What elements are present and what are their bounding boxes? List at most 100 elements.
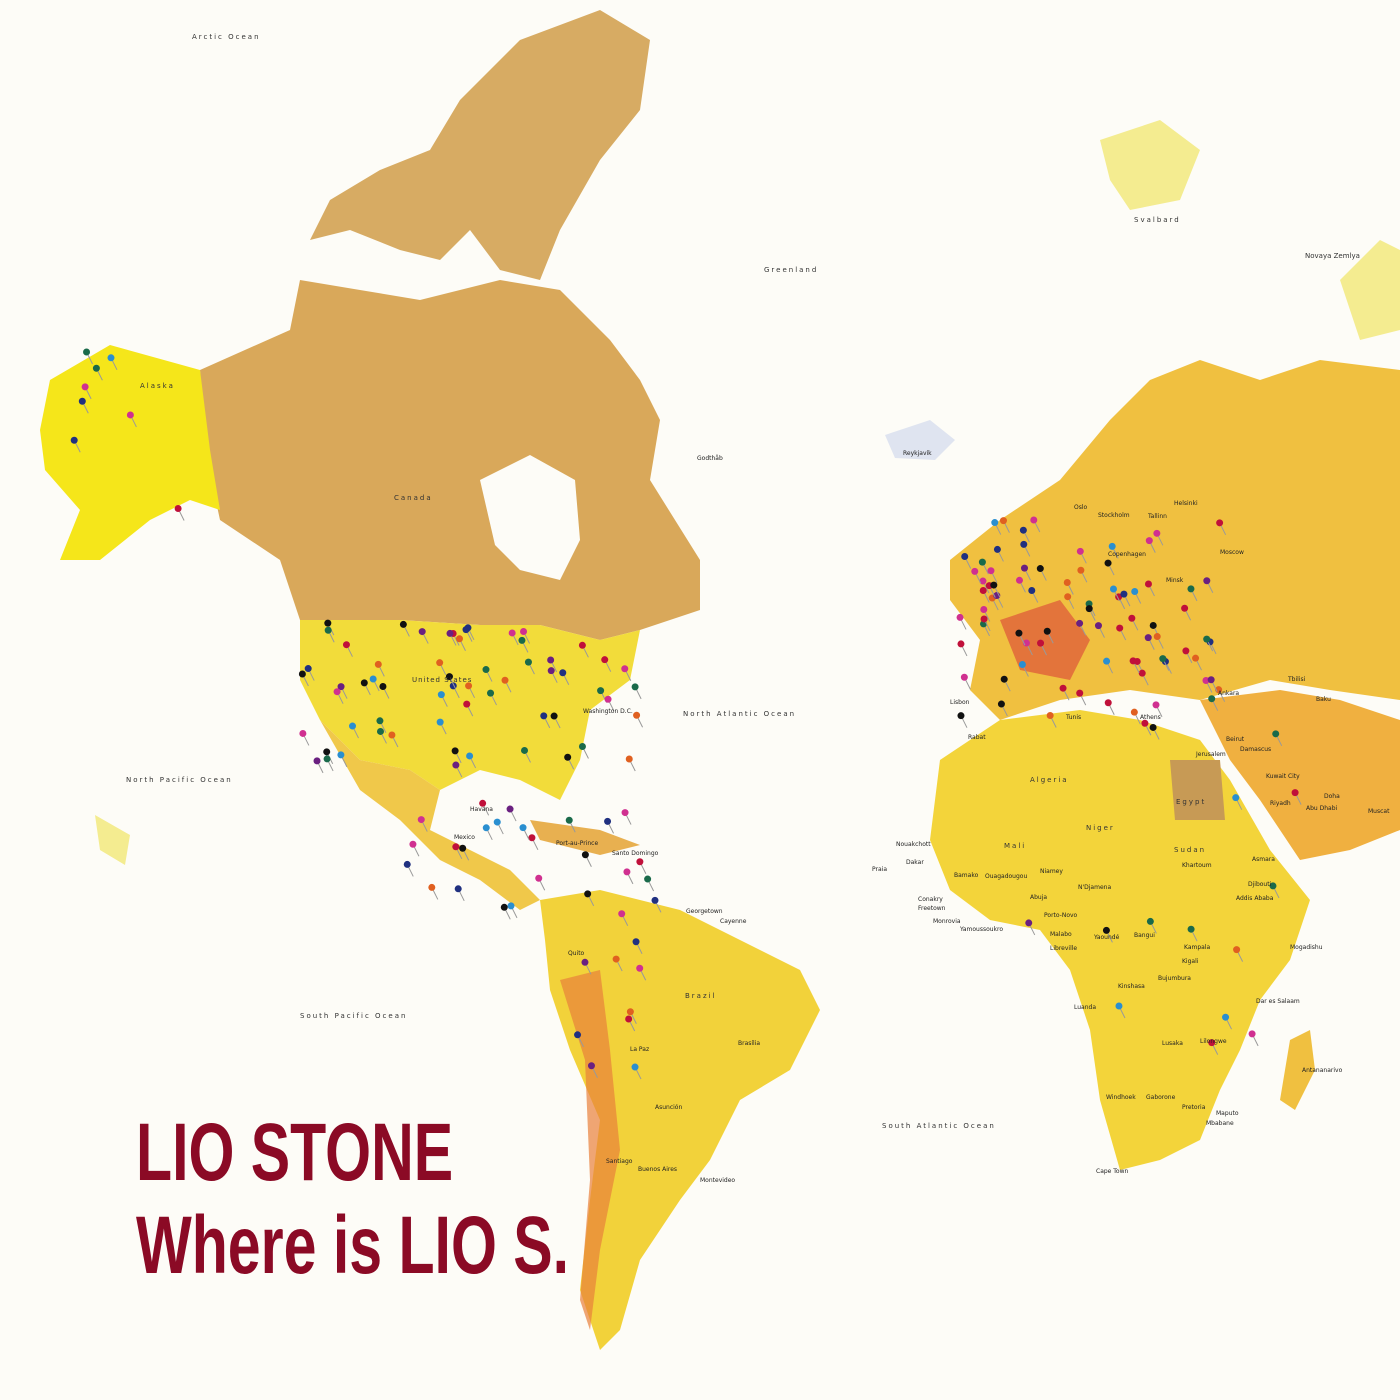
push-pin xyxy=(1019,526,1027,534)
city-label: Reykjavík xyxy=(903,450,932,457)
push-pin xyxy=(465,682,473,690)
city-label: Lilongwe xyxy=(1200,1038,1227,1045)
city-label: Conakry xyxy=(918,896,943,903)
city-label: Port-au-Prince xyxy=(556,840,599,847)
madagascar xyxy=(1280,1030,1315,1110)
push-pin xyxy=(1116,624,1124,632)
push-pin xyxy=(1233,946,1241,954)
city-label: Windhoek xyxy=(1106,1094,1136,1101)
city-label: Lisbon xyxy=(950,699,970,706)
push-pin xyxy=(1272,730,1280,738)
push-pin xyxy=(428,883,436,891)
city-label: Jerusalem xyxy=(1196,751,1226,758)
push-pin xyxy=(1187,585,1195,593)
region-label: Algeria xyxy=(1030,776,1069,784)
push-pin xyxy=(324,619,332,627)
push-pin xyxy=(1130,708,1138,716)
canadian-arctic-islands xyxy=(310,10,650,280)
push-pin xyxy=(518,636,526,644)
city-label: Monrovia xyxy=(933,918,961,925)
push-pin xyxy=(623,868,631,876)
push-pin xyxy=(1207,676,1215,684)
city-label: Abu Dhabi xyxy=(1306,805,1338,812)
city-label: Ouagadougou xyxy=(985,873,1028,880)
push-pin xyxy=(299,729,307,737)
push-pin xyxy=(1120,590,1128,598)
ocean-label: North Pacific Ocean xyxy=(126,776,233,784)
city-label: Bujumbura xyxy=(1158,975,1191,982)
egypt xyxy=(1170,760,1225,820)
push-pin xyxy=(1020,564,1028,572)
push-pin xyxy=(304,665,312,673)
city-label: Georgetown xyxy=(686,908,723,915)
push-pin xyxy=(437,691,445,699)
push-pin xyxy=(493,818,501,826)
push-pin xyxy=(1037,639,1045,647)
mexico-central-america xyxy=(320,720,540,910)
push-pin xyxy=(1036,565,1044,573)
push-pin xyxy=(452,843,460,851)
push-pin xyxy=(1025,919,1033,927)
push-pin xyxy=(1269,882,1277,890)
push-pin xyxy=(991,519,999,527)
push-pin xyxy=(1076,689,1084,697)
push-pin xyxy=(578,641,586,649)
city-label: La Paz xyxy=(630,1046,650,1053)
push-pin xyxy=(519,824,527,832)
push-pin xyxy=(993,545,1001,553)
push-pin xyxy=(83,348,91,356)
push-pin xyxy=(621,665,629,673)
push-pin xyxy=(507,902,515,910)
push-pin xyxy=(1291,789,1299,797)
city-label: Riyadh xyxy=(1270,800,1291,807)
push-pin xyxy=(323,748,331,756)
city-label: Tunis xyxy=(1066,714,1082,721)
push-pin xyxy=(463,700,471,708)
middle-east xyxy=(1200,690,1400,860)
city-label: Oslo xyxy=(1074,504,1088,511)
push-pin xyxy=(997,700,1005,708)
push-pin xyxy=(298,670,306,678)
push-pin xyxy=(1144,580,1152,588)
artist-name: LIO STONE xyxy=(136,1107,454,1198)
push-pin xyxy=(547,656,555,664)
region-label: United States xyxy=(412,676,473,684)
push-pin xyxy=(409,840,417,848)
city-label: Pretoria xyxy=(1182,1104,1206,1111)
push-pin xyxy=(459,844,467,852)
push-pin xyxy=(1015,576,1023,584)
push-pin xyxy=(1131,587,1139,595)
push-pin xyxy=(436,718,444,726)
city-label: Quito xyxy=(568,950,585,957)
push-pin xyxy=(337,751,345,759)
push-pin xyxy=(528,834,536,842)
push-pin xyxy=(581,851,589,859)
city-label: Asunción xyxy=(655,1104,683,1111)
city-label: Bamako xyxy=(954,872,979,879)
push-pin xyxy=(349,722,357,730)
push-pin xyxy=(956,613,964,621)
push-pin xyxy=(597,687,605,695)
push-pin xyxy=(651,896,659,904)
city-label: Kuwait City xyxy=(1266,773,1300,780)
canada xyxy=(200,280,700,640)
push-pin xyxy=(313,757,321,765)
svalbard xyxy=(1100,120,1200,210)
south-america xyxy=(540,890,820,1350)
push-pin xyxy=(574,1031,582,1039)
city-label: N'Djamena xyxy=(1078,884,1112,891)
push-pin xyxy=(323,755,331,763)
region-label: Niger xyxy=(1086,824,1115,832)
push-pin xyxy=(1129,657,1137,665)
city-label: Freetown xyxy=(918,905,946,912)
push-pin xyxy=(1248,1030,1256,1038)
push-pin xyxy=(360,679,368,687)
push-pin xyxy=(1216,519,1224,527)
push-pin xyxy=(1094,622,1102,630)
push-pin xyxy=(1181,604,1189,612)
push-pin xyxy=(376,727,384,735)
push-pin xyxy=(342,641,350,649)
push-pin xyxy=(1202,677,1210,685)
push-pin xyxy=(1108,542,1116,550)
